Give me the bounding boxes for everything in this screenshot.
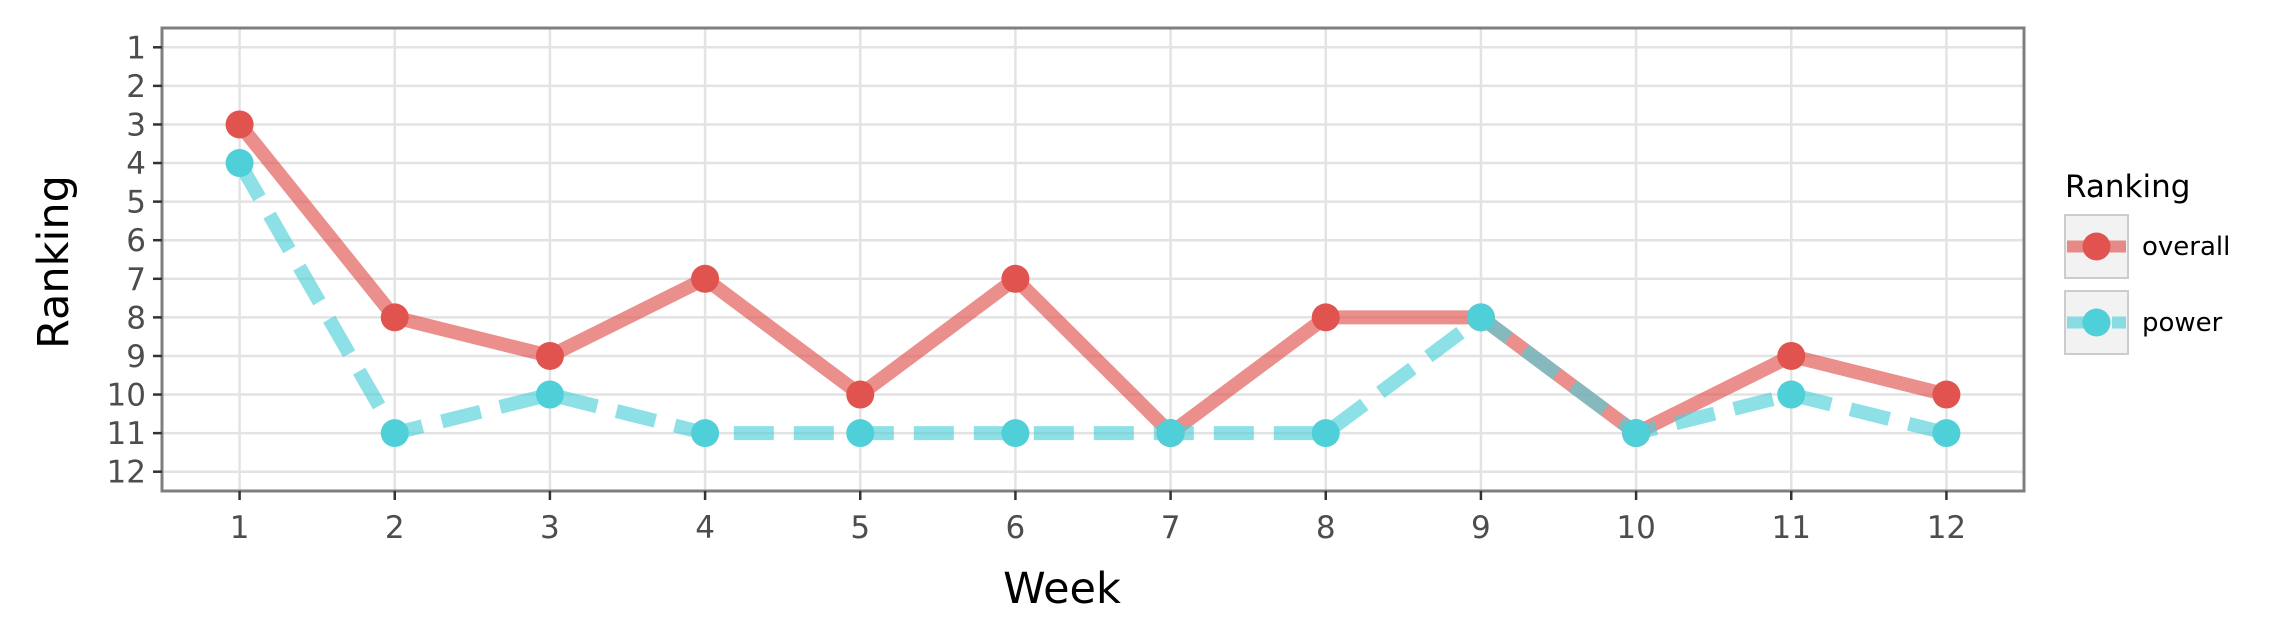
y-axis-title: Ranking xyxy=(29,175,79,349)
data-point-overall xyxy=(1001,264,1030,293)
data-point-overall xyxy=(225,110,254,139)
y-tick-label: 3 xyxy=(126,107,146,143)
y-tick-label: 1 xyxy=(126,30,146,66)
data-point-power xyxy=(1622,419,1651,448)
plot-panel-background xyxy=(162,28,2024,491)
legend-item-overall: overall xyxy=(2064,214,2230,279)
legend-label-overall: overall xyxy=(2142,232,2230,262)
series-line-power xyxy=(233,159,1949,441)
data-point-power xyxy=(380,419,409,448)
x-tick-label: 4 xyxy=(695,510,715,546)
data-point-power xyxy=(1466,303,1495,332)
series-line-overall xyxy=(234,120,1949,441)
series-points xyxy=(225,110,1961,448)
data-point-overall xyxy=(1777,341,1806,370)
data-point-power xyxy=(1311,419,1340,448)
x-tick-label: 6 xyxy=(1006,510,1026,546)
y-tick-label: 8 xyxy=(126,300,146,336)
x-tick-label: 7 xyxy=(1161,510,1181,546)
data-point-power xyxy=(1001,419,1030,448)
x-tick-label: 10 xyxy=(1616,510,1655,546)
legend-label-power: power xyxy=(2142,308,2223,338)
x-tick-label: 9 xyxy=(1471,510,1491,546)
y-tick-label: 12 xyxy=(107,455,146,491)
data-point-power xyxy=(1932,419,1961,448)
data-point-overall xyxy=(1311,303,1340,332)
data-point-overall xyxy=(691,264,720,293)
x-tick-label: 3 xyxy=(540,510,560,546)
x-tick-label: 11 xyxy=(1772,510,1811,546)
series-lines xyxy=(233,120,1949,441)
x-tick-label: 8 xyxy=(1316,510,1336,546)
legend-item-power: power xyxy=(2064,290,2223,355)
x-tick-label: 5 xyxy=(850,510,870,546)
data-point-power xyxy=(1777,380,1806,409)
data-point-power xyxy=(1156,419,1185,448)
data-point-power xyxy=(846,419,875,448)
data-point-power xyxy=(535,380,564,409)
y-tick-label: 10 xyxy=(107,378,146,414)
x-tick-label: 1 xyxy=(230,510,250,546)
x-tick-label: 12 xyxy=(1927,510,1966,546)
x-axis-ticks: 1 2 3 4 5 6 7 8 9 10 11 12 xyxy=(230,491,1966,546)
y-tick-label: 4 xyxy=(126,146,146,182)
legend-key-point xyxy=(2082,232,2111,261)
legend-key-point xyxy=(2082,308,2111,337)
y-tick-label: 9 xyxy=(126,339,146,375)
x-axis-title: Week xyxy=(1003,564,1121,614)
data-point-overall xyxy=(380,303,409,332)
y-tick-label: 5 xyxy=(126,185,146,221)
y-tick-label: 2 xyxy=(126,69,146,105)
data-point-overall xyxy=(846,380,875,409)
data-point-power xyxy=(691,419,720,448)
y-tick-label: 6 xyxy=(126,223,146,259)
y-tick-label: 7 xyxy=(126,262,146,298)
legend-title: Ranking xyxy=(2065,169,2190,205)
plot-panel-border xyxy=(160,26,2026,493)
data-point-power xyxy=(225,149,254,178)
x-tick-label: 2 xyxy=(385,510,405,546)
legend: Ranking overall power xyxy=(2064,169,2230,355)
data-point-overall xyxy=(535,341,564,370)
data-point-overall xyxy=(1932,380,1961,409)
y-tick-label: 11 xyxy=(107,416,146,452)
